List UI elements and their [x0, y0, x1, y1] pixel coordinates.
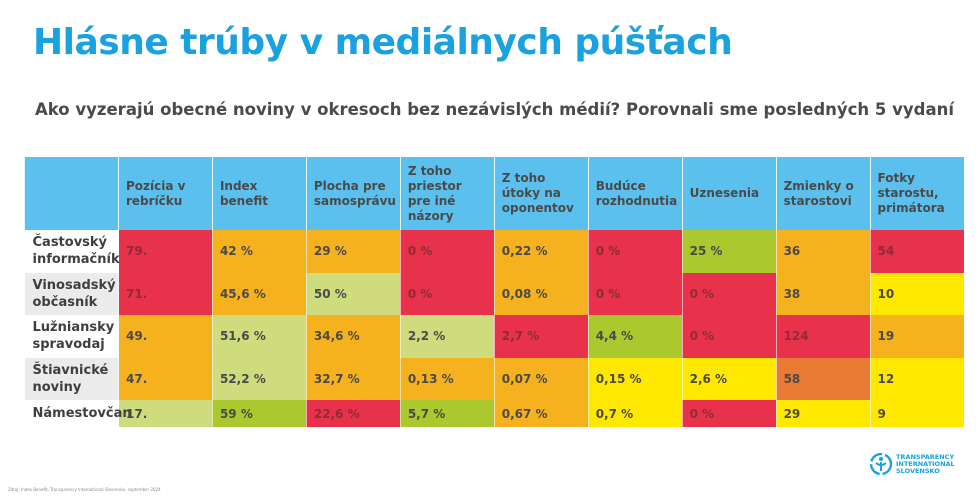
table-row: Lužniansky spravodaj 49. 51,6 % 34,6 % 2,2 %…	[24, 315, 964, 358]
table-cell: 0 %	[587, 272, 683, 315]
table-cell: 0,67 %	[493, 400, 589, 427]
table-cell: 29 %	[305, 230, 401, 273]
table-cell: 0 %	[399, 230, 495, 273]
table-cell: 45,6 %	[211, 272, 307, 315]
table-cell: 52,2 %	[211, 357, 307, 400]
row-label: Vinosadský občasník	[24, 272, 119, 315]
source-note: Zdroj: Index Benefit, Transparency Inter…	[8, 487, 161, 492]
table-cell: 49.	[118, 315, 213, 358]
column-header: Budúce rozhodnutia	[587, 157, 683, 230]
column-header: Zmienky o starostovi	[775, 157, 870, 230]
column-header: Plocha pre samosprávu	[305, 157, 401, 230]
header-corner	[24, 157, 119, 230]
table-cell: 10	[869, 272, 964, 315]
transparency-logo: TRANSPARENCY INTERNATIONAL SLOVENSKO	[870, 453, 955, 475]
logo-text: TRANSPARENCY INTERNATIONAL SLOVENSKO	[896, 452, 955, 475]
table-cell: 0 %	[587, 230, 683, 273]
logo-line: TRANSPARENCY	[896, 452, 955, 461]
table-row: Vinosadský občasník 71. 45,6 % 50 % 0 % 0,08…	[24, 272, 964, 315]
table-cell: 5,7 %	[399, 400, 495, 427]
table-cell: 2,6 %	[681, 357, 777, 400]
table-cell: 38	[775, 272, 870, 315]
table-cell: 36	[775, 230, 870, 273]
table-cell: 2,7 %	[493, 315, 589, 358]
table-cell: 9	[869, 400, 964, 427]
table-cell: 59 %	[211, 400, 307, 427]
table-row: Častovský informačník 79. 42 % 29 % 0 % 0,22 …	[24, 230, 964, 273]
logo-line: SLOVENSKO	[896, 466, 940, 475]
table-cell: 0,13 %	[399, 357, 495, 400]
column-header: Uznesenia	[681, 157, 777, 230]
table-cell: 0,08 %	[493, 272, 589, 315]
table-cell: 54	[869, 230, 964, 273]
column-header: Z toho útoky na oponentov	[493, 157, 589, 230]
table-cell: 19	[869, 315, 964, 358]
row-label: Častovský informačník	[24, 230, 120, 273]
table-cell: 71.	[118, 272, 213, 315]
table-cell: 29	[775, 400, 870, 427]
table-cell: 0 %	[399, 272, 495, 315]
column-header: Z toho priestor pre iné názory	[399, 157, 495, 230]
table-cell: 79.	[118, 230, 213, 273]
header-row: Pozícia v rebríčku Index benefit Plocha pr…	[24, 157, 964, 230]
table-cell: 22,6 %	[305, 400, 401, 427]
comparison-table: Pozícia v rebríčku Index benefit Plocha pr…	[24, 157, 964, 427]
table-cell: 0,22 %	[493, 230, 589, 273]
table-cell: 0,15 %	[587, 357, 683, 400]
table-cell: 32,7 %	[305, 357, 401, 400]
table-cell: 25 %	[681, 230, 777, 273]
table-cell: 47.	[118, 357, 213, 400]
table-row: Štiavnické noviny 47. 52,2 % 32,7 % 0,13 % 0,…	[24, 357, 964, 400]
table-cell: 124	[775, 315, 870, 358]
row-label: Štiavnické noviny	[24, 357, 119, 400]
table-cell: 58	[775, 357, 870, 400]
logo-line: INTERNATIONAL	[896, 459, 955, 468]
page-title: Hlásne trúby v mediálnych púšťach	[33, 22, 733, 63]
table-cell: 0 %	[681, 272, 777, 315]
column-header: Pozícia v rebríčku	[118, 157, 213, 230]
table-cell: 0 %	[681, 315, 777, 358]
table-cell: 0 %	[681, 400, 777, 427]
table-cell: 42 %	[211, 230, 307, 273]
table-row: Námestovčan 17. 59 % 22,6 % 5,7 % 0,67 % 0,7 %…	[24, 400, 964, 427]
page-subtitle: Ako vyzerajú obecné noviny v okresoch be…	[35, 100, 954, 119]
table-cell: 34,6 %	[305, 315, 401, 358]
column-header: Fotky starostu, primátora	[869, 157, 964, 230]
logo-icon	[870, 453, 892, 475]
table-cell: 0,7 %	[587, 400, 683, 427]
table-cell: 4,4 %	[587, 315, 683, 358]
table-cell: 17.	[118, 400, 213, 427]
row-label: Lužniansky spravodaj	[24, 315, 119, 358]
table-cell: 2,2 %	[399, 315, 495, 358]
table-cell: 0,07 %	[493, 357, 589, 400]
row-label: Námestovčan	[24, 400, 132, 427]
table-cell: 12	[869, 357, 964, 400]
table-cell: 50 %	[305, 272, 401, 315]
column-header: Index benefit	[211, 157, 307, 230]
table-cell: 51,6 %	[211, 315, 307, 358]
